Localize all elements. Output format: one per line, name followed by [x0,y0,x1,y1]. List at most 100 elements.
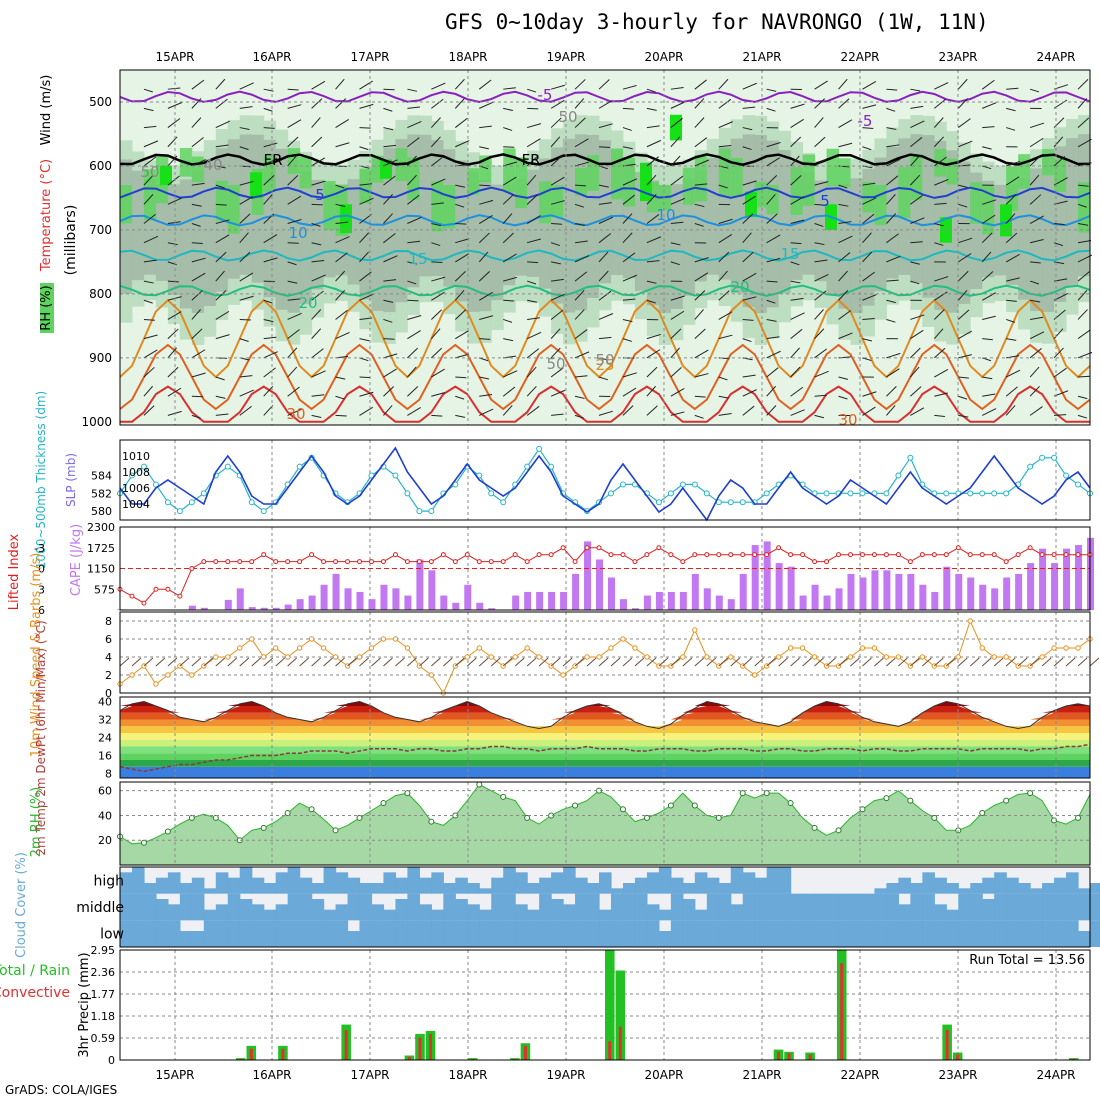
wind-barb [143,280,154,284]
wind-barb [191,117,202,128]
rh-green-cell [718,148,732,197]
wind-barb [981,271,994,282]
cloud-low-bar [443,920,456,947]
cloud-high-bar [587,883,600,894]
cloud-middle-bar [203,909,217,921]
lifted-index-point [608,552,614,558]
cape-bar [799,595,807,610]
cloud-middle-bar [383,909,397,921]
cape-bar [356,591,364,610]
cloud-high-bar [455,877,468,894]
chart-title: GFS 0~10day 3-hourly for NAVRONGO (1W, 1… [445,10,989,34]
wind-barb [646,139,662,148]
wind-barb [574,289,585,301]
wind-barb [335,252,348,263]
wind-barb [1029,366,1040,378]
wind-speed-point [284,654,291,660]
wind-barb [287,119,302,128]
cloud-low-bar [131,920,145,947]
wind-barb [383,107,393,112]
cloud-middle-bar [658,909,672,921]
wind-barb [694,203,705,208]
wind-barb [287,312,302,320]
rh-green-cell [539,181,552,224]
rh-point [1003,797,1010,804]
rh-band-dark [634,171,648,291]
wind-barb [1006,277,1020,282]
wind-barb [479,184,491,187]
surface-wind-barb [945,657,956,667]
lifted-index-point [141,600,147,606]
contour-label--5: -5 [538,86,553,104]
thickness-point [260,508,267,515]
surface-wind-barb [466,657,477,667]
cloud-middle-bar [515,904,528,921]
rh-point [739,790,746,797]
wind-barb [1077,375,1091,378]
lifted-index-point [416,559,422,565]
wind-barb [790,297,804,301]
cloud-middle-bar [766,893,780,921]
cape-bar [787,566,795,610]
wind-barb [503,338,514,342]
wind-barb [766,234,781,244]
wind-barb [957,289,968,301]
cloud-high-bar [1042,883,1055,894]
surface-wind-barb [443,657,453,667]
cloud-low-bar [383,920,397,947]
surface-wind-barb [706,657,717,667]
wind-barb [287,298,301,301]
wind-barb [359,232,370,244]
rh-point [524,814,531,821]
cloud-middle-bar [479,909,492,921]
thickness-point [152,481,159,488]
wind-barb [957,78,968,90]
wind-barb [383,353,398,359]
surface-wind-barb [514,657,525,667]
date-tick-top-21APR: 21APR [742,50,781,64]
rh-band-dark [203,159,217,306]
wind-barb [239,251,251,263]
wind-barb [646,194,657,205]
rh-green-cell [1042,149,1055,176]
contour-label-5: 5 [315,186,325,204]
wind-barb [478,79,492,90]
lifted-index-point [824,559,830,565]
wind-barb [311,80,326,90]
cape-bar [596,559,604,610]
wind-barb [766,299,776,304]
wind-barb [646,174,657,186]
wind-speed-point [332,654,339,660]
cloud-high-bar [766,867,780,894]
wind-barb [574,395,585,399]
temp-color-band [120,733,1090,740]
wind-barb [479,376,490,380]
grads-credit: GrADS: COLA/IGES [5,1083,118,1097]
surface-wind-barb [1017,657,1028,667]
precip-convective-bar [1072,1058,1076,1060]
wind-barb [359,271,372,282]
cape-bar [392,588,400,610]
cloud-high-bar [1006,877,1019,894]
wind-barb [742,180,757,186]
wind-barb [454,78,465,90]
cloud-middle-bar [1090,893,1100,921]
wind-barb [407,366,417,378]
thickness-point [176,508,183,515]
wind-barb [311,309,322,320]
wind-barb [335,309,348,320]
slp-tick-1006: 1006 [122,482,150,495]
cloud-high-bar [718,883,732,894]
wind-barb [526,138,541,148]
wind-barb [455,223,467,225]
thickness-point [607,490,614,497]
wind-barb [455,203,465,208]
surface-wind-barb [431,657,441,667]
cloud-high-bar [575,877,588,894]
cloud-low-bar [251,920,265,947]
lifted-index-point [1015,552,1021,558]
wind-barb [311,223,321,227]
wind-barb [1077,117,1090,128]
wind-barb [311,348,324,359]
wind-barb [359,251,370,263]
